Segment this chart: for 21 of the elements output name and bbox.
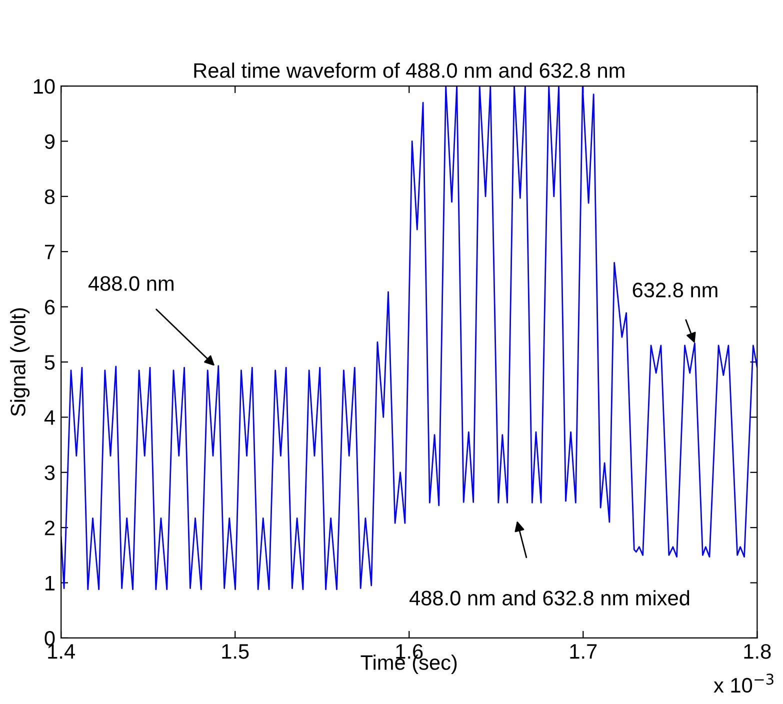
annotation: 488.0 nm and 632.8 nm mixed [410,590,690,606]
text: x 10$^{−3}$ [714,674,774,693]
y-tick-label: 10 [34,79,55,94]
y-tick-label: 0 [44,630,55,646]
y-tick-label: 4 [44,410,55,425]
y-tick-label: 1 [46,576,55,590]
y-tick-label: 5 [44,355,55,370]
y-tick-label: 8 [44,189,55,204]
chart-title: Real time waveform of 488.0 nm and 632.8 nm [194,62,624,78]
y-tick-label: 3 [44,465,55,480]
x-tick-label: 1.7 [570,644,597,659]
annotation: 488.0 nm [88,276,174,291]
y-tick-label: 2 [44,520,54,536]
annotation: 632.8 nm [632,282,718,298]
x-tick-label: 1.4 [48,644,75,659]
y-tick-label: 7 [45,244,54,260]
x-tick-label: 1.8 [744,644,771,659]
y-axis-title: Signal (volt) [10,308,30,416]
y-tick-label: 9 [44,134,55,149]
y-tick-label: 6 [44,300,55,315]
x-tick-label: 1.5 [222,644,249,659]
